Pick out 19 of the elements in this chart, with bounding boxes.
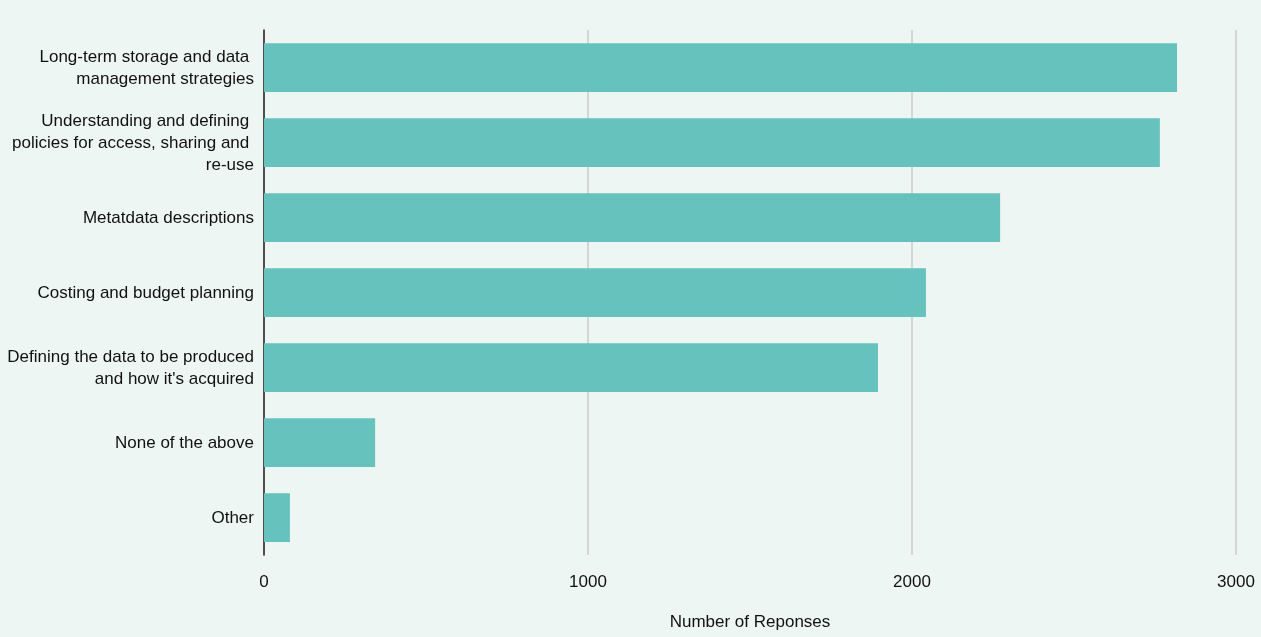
x-tick-label: 2000	[893, 572, 931, 591]
y-tick-label: Understanding and defining policies for access, sharing and re-use	[12, 111, 254, 174]
bar	[264, 268, 926, 317]
y-tick-label: Defining the data to be produced and how it's acquired	[7, 347, 254, 388]
y-tick-label: Costing and budget planning	[37, 283, 254, 302]
x-tick-label: 1000	[569, 572, 607, 591]
bar	[264, 193, 1001, 242]
bar	[264, 418, 376, 467]
x-tick-label: 0	[259, 572, 269, 591]
bar	[264, 118, 1160, 167]
x-tick-label: 3000	[1217, 572, 1255, 591]
y-tick-label: Metatdata descriptions	[82, 208, 254, 227]
bar	[264, 493, 290, 542]
x-axis-title: Number of Reponses	[669, 612, 831, 631]
y-tick-label: None of the above	[115, 433, 254, 452]
y-tick-label: Other	[211, 508, 255, 527]
bar	[264, 43, 1178, 92]
y-tick-label: Long-term storage and data management strategies	[39, 47, 254, 88]
bar	[264, 343, 878, 392]
